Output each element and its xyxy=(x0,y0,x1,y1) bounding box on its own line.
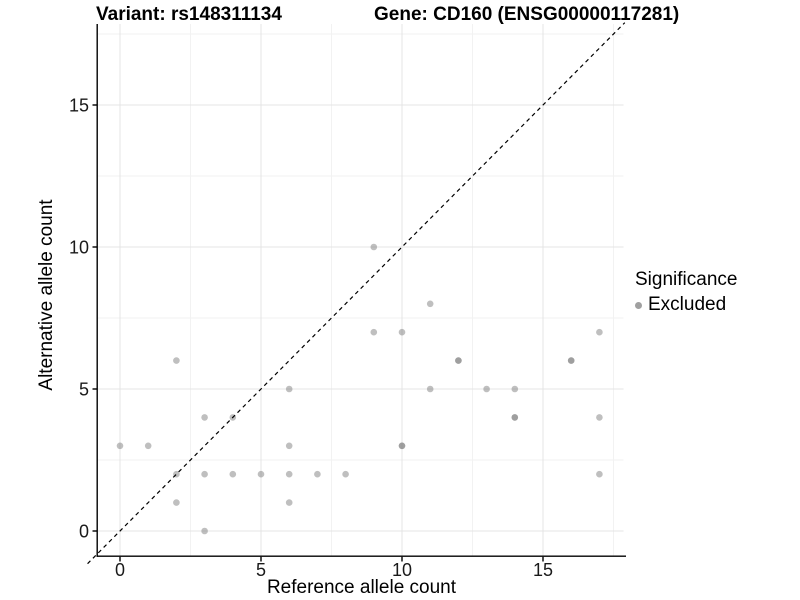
x-tick-label: 5 xyxy=(256,560,266,580)
data-point xyxy=(285,385,293,393)
data-point xyxy=(567,357,575,364)
data-point xyxy=(285,499,293,506)
data-point xyxy=(173,499,180,506)
legend-item-excluded: Excluded xyxy=(635,294,737,316)
data-point xyxy=(173,357,180,364)
data-point xyxy=(285,470,293,478)
data-point xyxy=(398,442,406,450)
data-point xyxy=(116,442,124,450)
y-axis-title: Alternative allele count xyxy=(36,199,57,391)
data-point xyxy=(342,470,349,478)
x-tick-label: 0 xyxy=(115,560,125,580)
data-point xyxy=(144,442,152,450)
data-point xyxy=(370,328,378,336)
data-point xyxy=(201,470,208,478)
data-point xyxy=(511,385,519,393)
y-tick-label: 0 xyxy=(79,522,89,542)
legend-item-label: Excluded xyxy=(648,294,727,315)
gene-title: Gene: CD160 (ENSG00000117281) xyxy=(374,4,680,25)
identity-dashed-line xyxy=(87,22,626,565)
y-tick-label: 5 xyxy=(79,380,89,400)
data-point xyxy=(483,385,490,393)
data-point xyxy=(596,470,603,478)
data-point xyxy=(398,328,406,336)
y-tick-label: 15 xyxy=(69,96,89,116)
data-point xyxy=(201,414,208,421)
data-point xyxy=(314,470,321,478)
x-tick-label: 15 xyxy=(533,560,553,580)
excluded-point-icon xyxy=(635,301,642,309)
data-point xyxy=(229,470,237,478)
data-point xyxy=(426,385,434,393)
variant-title: Variant: rs148311134 xyxy=(96,4,282,25)
x-axis-title: Reference allele count xyxy=(266,577,457,598)
data-point xyxy=(285,442,293,450)
y-tick-label: 10 xyxy=(69,238,89,258)
data-point xyxy=(426,300,434,308)
data-point xyxy=(257,470,265,478)
legend: Significance Excluded xyxy=(635,269,737,316)
data-point xyxy=(511,414,519,421)
data-point xyxy=(455,357,462,364)
data-point xyxy=(596,414,603,421)
data-point xyxy=(201,527,208,535)
legend-title: Significance xyxy=(635,269,738,290)
data-point xyxy=(370,243,378,251)
data-point xyxy=(596,328,603,336)
x-tick-label: 10 xyxy=(392,560,412,580)
